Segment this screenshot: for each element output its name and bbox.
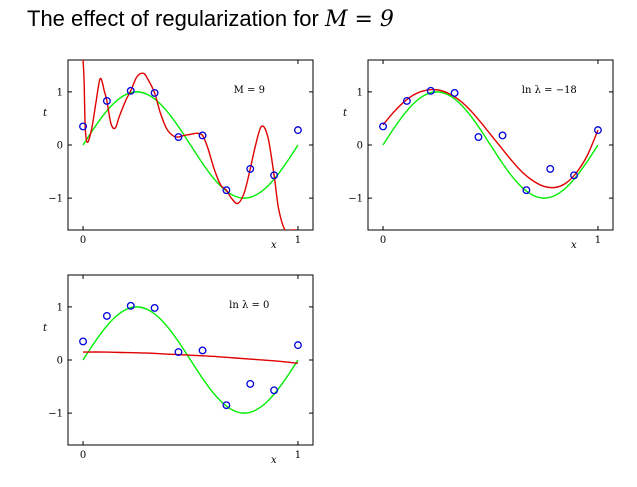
- plot-lnlambda-minus18: 0 1 −1 0 1 x t ln λ = −18: [343, 59, 614, 251]
- data-point: [246, 379, 255, 388]
- x-tick-label: 1: [295, 450, 301, 461]
- data-point: [294, 126, 302, 135]
- data-point: [102, 96, 111, 105]
- data-point: [150, 303, 159, 312]
- data-point: [198, 346, 207, 355]
- data-point: [126, 301, 135, 310]
- data-point: [222, 401, 231, 410]
- title-math: M = 9: [324, 7, 394, 32]
- true-function-curve: [82, 306, 299, 414]
- plot-annotation: M = 9: [234, 85, 265, 96]
- fitted-polynomial-curve: [382, 88, 599, 189]
- title-text: The effect of regularization for: [27, 6, 325, 31]
- data-point: [594, 126, 602, 135]
- x-tick-label: 0: [380, 235, 386, 246]
- data-point: [150, 88, 159, 97]
- x-tick-label: 0: [80, 450, 86, 461]
- data-point: [270, 171, 279, 180]
- data-point: [246, 164, 255, 173]
- data-point: [198, 131, 207, 140]
- data-point: [379, 122, 387, 131]
- data-point: [126, 86, 135, 95]
- y-tick-label: −1: [348, 194, 363, 205]
- x-axis-label: x: [571, 240, 577, 251]
- y-tick-label: 1: [57, 87, 63, 98]
- y-tick-label: −1: [48, 409, 63, 420]
- fitted-polynomial-curve: [82, 60, 296, 230]
- plot-annotation: ln λ = 0: [229, 300, 269, 311]
- page-title: The effect of regularization for M = 9: [27, 6, 394, 32]
- y-axis-label: t: [43, 323, 48, 334]
- x-axis-label: x: [271, 240, 277, 251]
- y-axis-label: t: [343, 108, 348, 119]
- y-tick-label: 0: [57, 356, 63, 367]
- data-point: [450, 88, 459, 97]
- x-axis-label: x: [271, 455, 277, 466]
- x-tick-label: 0: [80, 235, 86, 246]
- data-point: [402, 96, 411, 105]
- true-function-curve: [82, 91, 299, 199]
- y-tick-label: 1: [57, 302, 63, 313]
- data-point: [474, 133, 483, 141]
- plot-annotation: ln λ = −18: [522, 85, 577, 96]
- y-tick-label: 0: [357, 141, 363, 152]
- data-point: [79, 122, 87, 131]
- data-point: [270, 386, 279, 395]
- data-point: [570, 171, 579, 180]
- true-function-curve: [382, 91, 599, 199]
- data-point: [79, 337, 87, 346]
- plot-m9: 0 1 −1 0 1 x t M = 9: [43, 59, 314, 251]
- y-tick-label: 0: [57, 141, 63, 152]
- data-point: [294, 341, 302, 350]
- y-axis-label: t: [43, 108, 48, 119]
- x-tick-label: 1: [595, 235, 601, 246]
- data-point: [174, 133, 183, 141]
- data-point: [522, 186, 531, 195]
- data-point: [222, 186, 231, 195]
- plot-lnlambda-0: 0 1 −1 0 1 x t ln λ = 0: [43, 274, 314, 466]
- x-tick-label: 1: [295, 235, 301, 246]
- data-point: [174, 348, 183, 356]
- y-tick-label: −1: [48, 194, 63, 205]
- data-point: [102, 311, 111, 320]
- y-tick-label: 1: [357, 87, 363, 98]
- data-point: [546, 164, 555, 173]
- data-point: [498, 131, 507, 140]
- fitted-polynomial-curve: [83, 351, 299, 364]
- data-point: [426, 86, 435, 95]
